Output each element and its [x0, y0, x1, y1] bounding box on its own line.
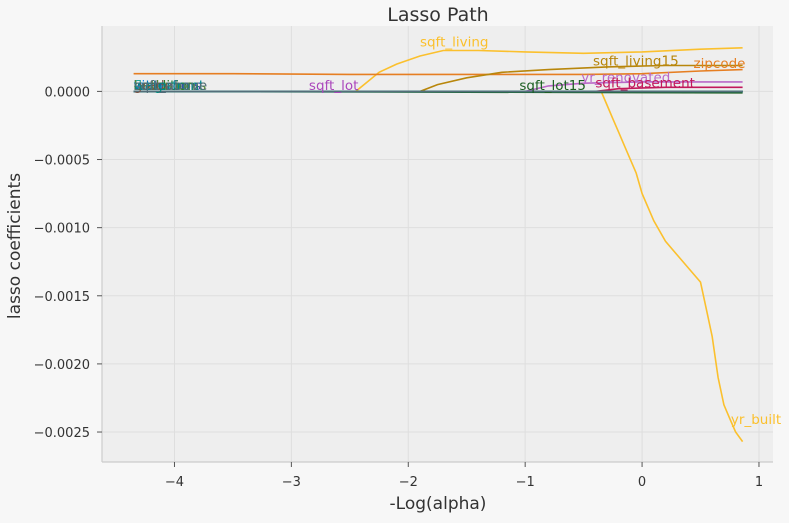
series-lines — [133, 47, 744, 443]
gridlines — [102, 26, 773, 462]
series-label-long: long — [134, 78, 163, 94]
y-tick-label: −0.0025 — [34, 426, 90, 441]
y-axis-label: lasso coefficients — [5, 173, 25, 319]
x-tick-label: −2 — [399, 475, 418, 490]
series-label-yr-built: yr_built — [731, 412, 781, 428]
y-tick-label: −0.0010 — [34, 222, 90, 237]
series-label-lat: lat — [134, 78, 151, 94]
series-line-sqft-living — [133, 47, 743, 93]
series-line-zipcode — [133, 68, 743, 76]
series-label-zipcode: zipcode — [694, 56, 746, 72]
series-label-sqft-basement: sqft_basement — [595, 75, 695, 91]
series-label-sqft-living: sqft_living — [420, 34, 489, 50]
x-tick-label: −3 — [282, 475, 301, 490]
x-tick-label: −4 — [165, 475, 184, 490]
series-label-grade: grade — [134, 78, 173, 94]
series-label-sqft-lot15: sqft_lot15 — [519, 78, 586, 94]
y-tick-label: 0.0000 — [45, 85, 91, 100]
series-label-bedrooms: bedrooms — [134, 78, 201, 94]
series-label-sqft-lot: sqft_lot — [309, 78, 358, 94]
y-tick-label: −0.0020 — [34, 358, 90, 373]
plot-area — [102, 26, 773, 462]
x-tick-label: −1 — [516, 475, 535, 490]
y-tick-label: −0.0005 — [34, 154, 90, 169]
series-line-sqft-living15 — [133, 64, 743, 93]
x-axis-label: -Log(alpha) — [390, 494, 487, 514]
series-label-sqft-living15: sqft_living15 — [593, 54, 679, 70]
series-label-waterfront: waterfront — [134, 78, 205, 94]
series-label-view: view — [134, 78, 165, 94]
series-label-sqft-above: sqft_above — [134, 78, 208, 94]
x-tick-label: 0 — [638, 475, 646, 490]
x-tick-label: 1 — [755, 475, 763, 490]
axis-ticks: −4 −3 −2 −1 0 1 0.0000 −0.0005 −0.0010 −0.0015 −0.… — [34, 85, 764, 490]
series-label-condition: condition — [134, 78, 196, 94]
series-label-yr-renovated: yr_renovated — [581, 70, 670, 86]
series-label-bathrooms: bathrooms — [134, 78, 207, 94]
series-line-yr-built — [133, 90, 744, 443]
series-label-floors: floors — [134, 78, 172, 94]
y-tick-label: −0.0015 — [34, 290, 90, 305]
chart-title: Lasso Path — [387, 4, 488, 26]
